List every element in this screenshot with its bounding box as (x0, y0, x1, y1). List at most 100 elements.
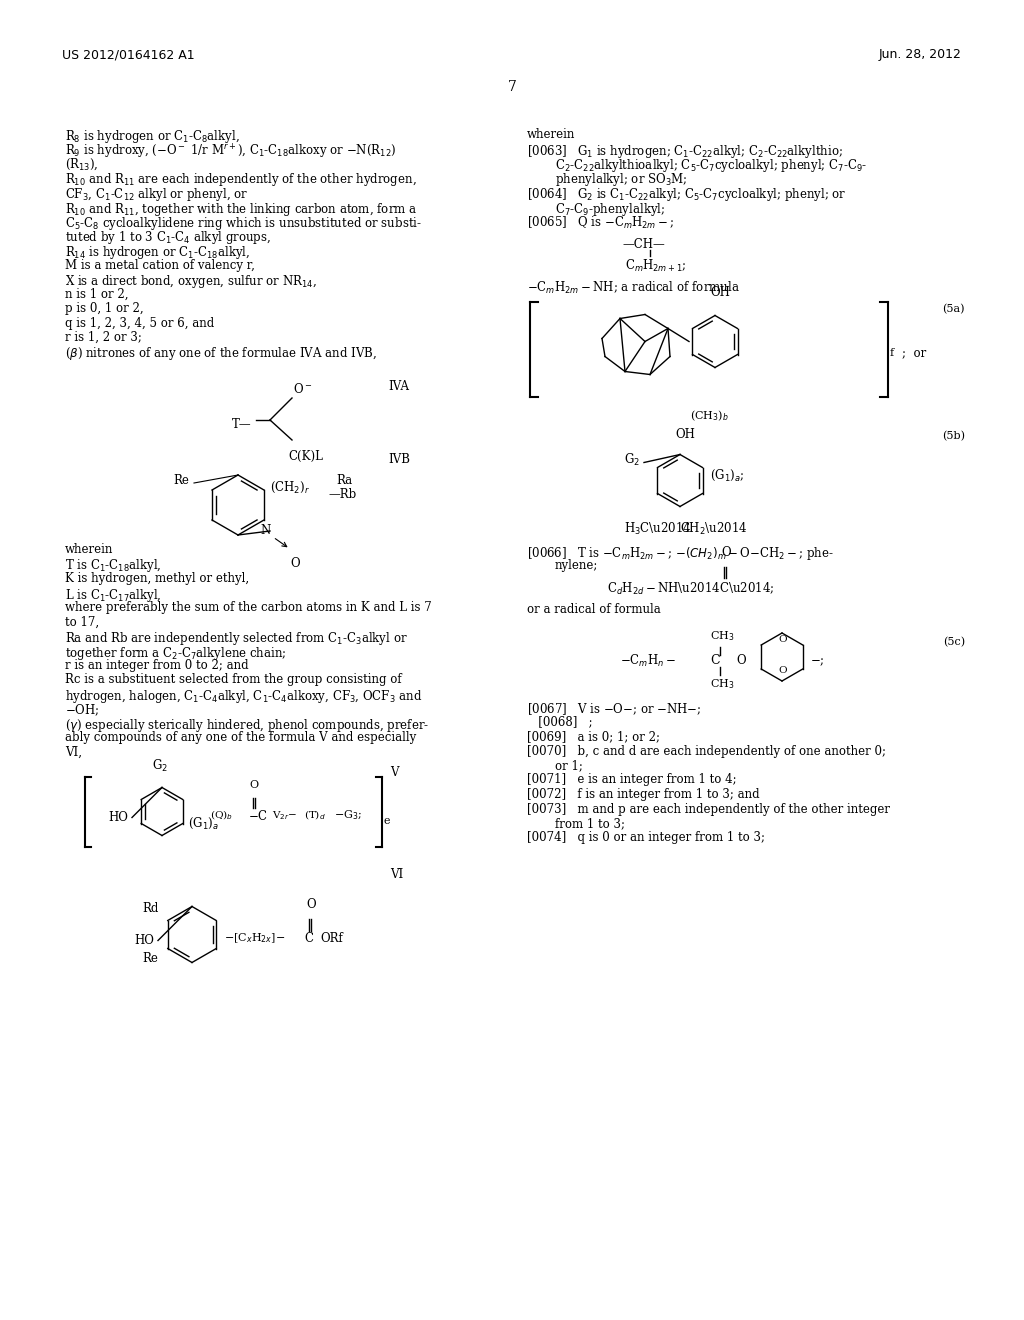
Text: wherein: wherein (527, 128, 575, 141)
Text: O: O (778, 635, 786, 644)
Text: $-$;: $-$; (810, 655, 824, 668)
Text: —CH—: —CH— (622, 238, 665, 251)
Text: (R$_{13}$),: (R$_{13}$), (65, 157, 98, 173)
Text: to 17,: to 17, (65, 615, 99, 628)
Text: L is C$_1$-C$_{17}$alkyl,: L is C$_1$-C$_{17}$alkyl, (65, 586, 162, 603)
Text: G$_2$: G$_2$ (624, 451, 640, 467)
Text: wherein: wherein (65, 543, 114, 556)
Text: R$_{10}$ and R$_{11}$ are each independently of the other hydrogen,: R$_{10}$ and R$_{11}$ are each independe… (65, 172, 417, 189)
Text: [0068]   ;: [0068] ; (527, 715, 593, 729)
Text: C(K)L: C(K)L (288, 450, 323, 463)
Text: O: O (736, 655, 745, 668)
Text: X is a direct bond, oxygen, sulfur or NR$_{14}$,: X is a direct bond, oxygen, sulfur or NR… (65, 273, 317, 290)
Text: [0070]   b, c and d are each independently of one another 0;: [0070] b, c and d are each independently… (527, 744, 886, 758)
Text: HO: HO (134, 935, 154, 946)
Text: O: O (721, 546, 731, 558)
Text: T is C$_1$-C$_{18}$alkyl,: T is C$_1$-C$_{18}$alkyl, (65, 557, 162, 574)
Text: Re: Re (142, 952, 158, 965)
Text: together form a C$_2$-C$_7$alkylene chain;: together form a C$_2$-C$_7$alkylene chai… (65, 644, 287, 661)
Text: from 1 to 3;: from 1 to 3; (555, 817, 625, 830)
Text: [0074]   q is 0 or an integer from 1 to 3;: [0074] q is 0 or an integer from 1 to 3; (527, 832, 765, 845)
Text: [0073]   m and p are each independently of the other integer: [0073] m and p are each independently of… (527, 803, 890, 816)
Text: US 2012/0164162 A1: US 2012/0164162 A1 (62, 48, 195, 61)
Text: O$^-$: O$^-$ (293, 381, 312, 396)
Text: (CH$_3$)$_b$: (CH$_3$)$_b$ (690, 408, 729, 424)
Text: $-$C$_m$H$_{2m}-$NH; a radical of formula: $-$C$_m$H$_{2m}-$NH; a radical of formul… (527, 280, 739, 296)
Text: (T)$_d$: (T)$_d$ (304, 809, 326, 822)
Text: Ra: Ra (336, 474, 352, 487)
Text: G$_2$: G$_2$ (152, 758, 168, 774)
Text: (Q)$_b$: (Q)$_b$ (210, 809, 232, 822)
Text: e: e (384, 816, 390, 825)
Text: R$_9$ is hydroxy, ($-$O$^-$ 1/r M$^{r+}$), C$_1$-C$_{18}$alkoxy or $-$N(R$_{12}$: R$_9$ is hydroxy, ($-$O$^-$ 1/r M$^{r+}$… (65, 143, 396, 161)
Text: or 1;: or 1; (555, 759, 583, 772)
Text: R$_8$ is hydrogen or C$_1$-C$_8$alkyl,: R$_8$ is hydrogen or C$_1$-C$_8$alkyl, (65, 128, 240, 145)
Text: R$_{14}$ is hydrogen or C$_1$-C$_{18}$alkyl,: R$_{14}$ is hydrogen or C$_1$-C$_{18}$al… (65, 244, 250, 261)
Text: R$_{10}$ and R$_{11}$, together with the linking carbon atom, form a: R$_{10}$ and R$_{11}$, together with the… (65, 201, 417, 218)
Text: nylene;: nylene; (555, 558, 598, 572)
Text: p is 0, 1 or 2,: p is 0, 1 or 2, (65, 302, 143, 315)
Text: $-$[C$_x$H$_{2x}$]$-$: $-$[C$_x$H$_{2x}$]$-$ (224, 932, 286, 945)
Text: ORf: ORf (319, 932, 343, 945)
Text: (5c): (5c) (943, 638, 965, 647)
Text: r is 1, 2 or 3;: r is 1, 2 or 3; (65, 331, 142, 345)
Text: $-$G$_3$;: $-$G$_3$; (334, 809, 362, 822)
Text: $-$OH;: $-$OH; (65, 702, 99, 718)
Text: O: O (306, 898, 315, 911)
Text: C: C (304, 932, 313, 945)
Text: (CH$_2$)$_r$: (CH$_2$)$_r$ (270, 479, 310, 495)
Text: Rd: Rd (142, 902, 159, 915)
Text: [0064]   G$_2$ is C$_1$-C$_{22}$alkyl; C$_5$-C$_7$cycloalkyl; phenyl; or: [0064] G$_2$ is C$_1$-C$_{22}$alkyl; C$_… (527, 186, 847, 203)
Text: CH$_3$: CH$_3$ (710, 630, 734, 643)
Text: O: O (249, 780, 258, 789)
Text: [0065]   Q is $-$C$_m$H$_{2m}-$;: [0065] Q is $-$C$_m$H$_{2m}-$; (527, 215, 675, 231)
Text: where preferably the sum of the carbon atoms in K and L is 7: where preferably the sum of the carbon a… (65, 601, 432, 614)
Text: $-$C: $-$C (248, 808, 268, 822)
Text: Jun. 28, 2012: Jun. 28, 2012 (880, 48, 962, 61)
Text: n is 1 or 2,: n is 1 or 2, (65, 288, 128, 301)
Text: ($\beta$) nitrones of any one of the formulae IVA and IVB,: ($\beta$) nitrones of any one of the for… (65, 346, 377, 363)
Text: tuted by 1 to 3 C$_1$-C$_4$ alkyl groups,: tuted by 1 to 3 C$_1$-C$_4$ alkyl groups… (65, 230, 271, 247)
Text: [0072]   f is an integer from 1 to 3; and: [0072] f is an integer from 1 to 3; and (527, 788, 760, 801)
Text: M is a metal cation of valency r,: M is a metal cation of valency r, (65, 259, 255, 272)
Text: [0063]   G$_1$ is hydrogen; C$_1$-C$_{22}$alkyl; C$_2$-C$_{22}$alkylthio;: [0063] G$_1$ is hydrogen; C$_1$-C$_{22}$… (527, 143, 843, 160)
Text: r is an integer from 0 to 2; and: r is an integer from 0 to 2; and (65, 659, 249, 672)
Text: T—: T— (232, 417, 252, 430)
Text: V: V (390, 767, 398, 780)
Text: [0071]   e is an integer from 1 to 4;: [0071] e is an integer from 1 to 4; (527, 774, 736, 787)
Text: C$_d$H$_{2d}-$NH\u2014C\u2014;: C$_d$H$_{2d}-$NH\u2014C\u2014; (607, 581, 774, 597)
Text: K is hydrogen, methyl or ethyl,: K is hydrogen, methyl or ethyl, (65, 572, 249, 585)
Text: HO: HO (108, 810, 128, 824)
Text: Re: Re (173, 474, 188, 487)
Text: IVA: IVA (388, 380, 409, 393)
Text: 7: 7 (508, 81, 516, 94)
Text: C$_2$-C$_{22}$alkylthioalkyl; C$_5$-C$_7$cycloalkyl; phenyl; C$_7$-C$_9$-: C$_2$-C$_{22}$alkylthioalkyl; C$_5$-C$_7… (555, 157, 867, 174)
Text: O: O (290, 557, 300, 570)
Text: VI: VI (390, 869, 403, 882)
Text: f: f (890, 348, 894, 358)
Text: $-$C$_m$H$_n-$: $-$C$_m$H$_n-$ (620, 653, 676, 669)
Text: phenylalkyl; or SO$_3$M;: phenylalkyl; or SO$_3$M; (555, 172, 687, 189)
Text: [0069]   a is 0; 1; or 2;: [0069] a is 0; 1; or 2; (527, 730, 660, 743)
Text: (5b): (5b) (942, 430, 965, 441)
Text: (G$_1$)$_a$;: (G$_1$)$_a$; (710, 467, 744, 483)
Text: C$_7$-C$_9$-phenylalkyl;: C$_7$-C$_9$-phenylalkyl; (555, 201, 666, 218)
Text: V$_{2r}$$-$: V$_{2r}$$-$ (272, 809, 297, 822)
Text: [0066]   T is $-$C$_m$H$_{2m}-$; $-(CH_2)_m-$O$-$CH$_2-$; phe-: [0066] T is $-$C$_m$H$_{2m}-$; $-(CH_2)_… (527, 544, 834, 561)
Text: VI,: VI, (65, 746, 82, 759)
Text: (5a): (5a) (942, 304, 965, 314)
Text: CF$_3$, C$_1$-C$_{12}$ alkyl or phenyl, or: CF$_3$, C$_1$-C$_{12}$ alkyl or phenyl, … (65, 186, 248, 203)
Text: (G$_1$)$_a$: (G$_1$)$_a$ (188, 816, 219, 832)
Text: CH$_2$\u2014: CH$_2$\u2014 (680, 520, 748, 537)
Text: OH: OH (710, 286, 730, 300)
Text: —Rb: —Rb (328, 488, 356, 502)
Text: C$_m$H$_{2m+1}$;: C$_m$H$_{2m+1}$; (625, 257, 686, 273)
Text: OH: OH (675, 428, 695, 441)
Text: ;  or: ; or (902, 346, 927, 359)
Text: IVB: IVB (388, 453, 410, 466)
Text: N: N (260, 524, 270, 537)
Text: ably compounds of any one of the formula V and especially: ably compounds of any one of the formula… (65, 731, 416, 744)
Text: or a radical of formula: or a radical of formula (527, 603, 660, 616)
Text: CH$_3$: CH$_3$ (710, 677, 734, 690)
Text: Ra and Rb are independently selected from C$_1$-C$_3$alkyl or: Ra and Rb are independently selected fro… (65, 630, 408, 647)
